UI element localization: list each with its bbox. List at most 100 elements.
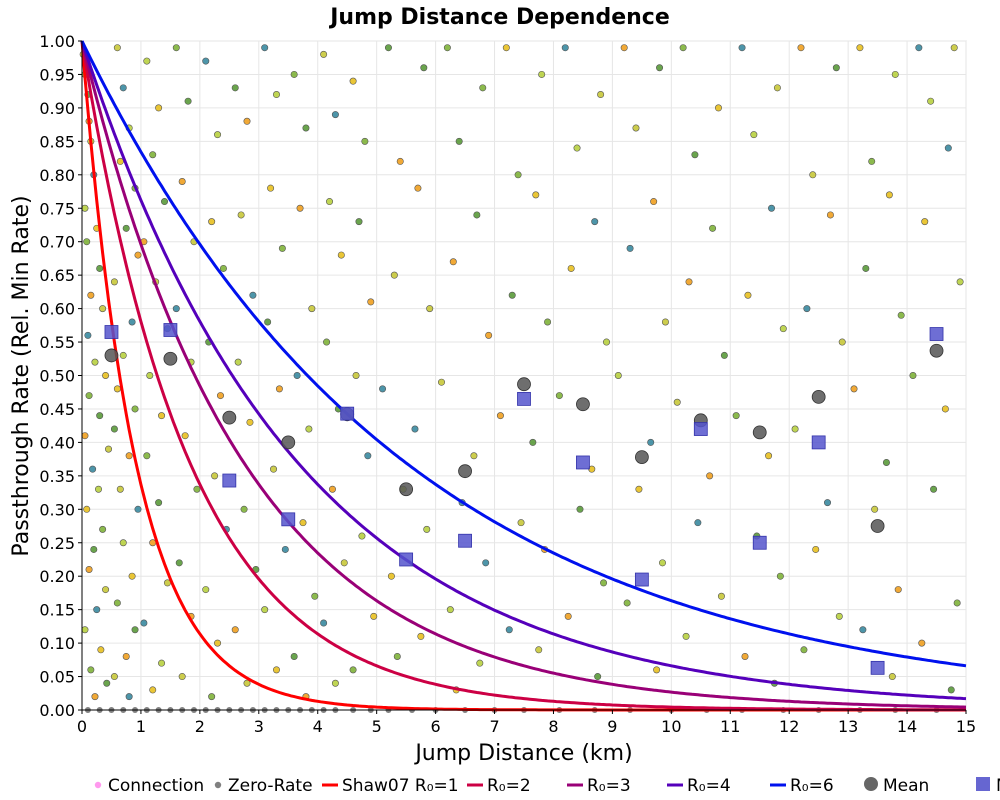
x-tick-label: 15 — [956, 717, 976, 736]
connection-point — [390, 271, 398, 279]
connection-point — [535, 646, 543, 654]
connection-point — [812, 545, 820, 553]
connection-point — [953, 599, 961, 607]
connection-point — [529, 438, 537, 446]
connection-point — [122, 224, 130, 232]
x-tick-label: 13 — [838, 717, 858, 736]
legend-label: Connection — [108, 776, 204, 796]
connection-point — [367, 298, 375, 306]
mean-marker — [870, 519, 885, 533]
connection-point — [134, 505, 142, 513]
y-tick-label: 0.55 — [39, 333, 75, 352]
connection-point — [776, 572, 784, 580]
connection-point — [944, 144, 952, 152]
connection-point — [143, 452, 151, 460]
connection-point — [140, 619, 148, 627]
connection-point — [146, 371, 154, 379]
curve-line — [80, 40, 967, 701]
connection-point — [426, 305, 434, 313]
legend-swatch — [94, 781, 102, 789]
median-marker — [811, 435, 826, 450]
connection-point — [437, 378, 445, 386]
connection-point — [208, 693, 216, 701]
connection-point — [673, 398, 681, 406]
connection-point — [243, 679, 251, 687]
connection-point — [709, 224, 717, 232]
mean-marker — [163, 351, 178, 366]
connection-point — [626, 244, 634, 252]
connection-point — [514, 171, 522, 179]
connection-point — [744, 291, 752, 299]
median-marker — [222, 473, 237, 488]
y-tick-label: 0.15 — [39, 601, 75, 620]
connection-point — [293, 371, 301, 379]
connection-point — [328, 485, 336, 493]
connection-point — [172, 44, 180, 52]
connection-point — [594, 673, 602, 681]
connection-point — [768, 204, 776, 212]
connection-point — [803, 305, 811, 313]
connection-point — [741, 652, 749, 660]
connection-point — [685, 278, 693, 286]
y-tick-label: 0.45 — [39, 400, 75, 419]
connection-point — [476, 659, 484, 667]
median-marker — [634, 572, 649, 587]
connection-point — [116, 157, 124, 165]
connection-point — [679, 44, 687, 52]
connection-point — [89, 465, 97, 473]
connection-point — [859, 626, 867, 634]
connection-point — [797, 44, 805, 52]
connection-point — [738, 44, 746, 52]
connection-point — [231, 626, 239, 634]
connection-point — [234, 358, 242, 366]
connection-point — [947, 686, 955, 694]
connection-point — [773, 84, 781, 92]
connection-point — [290, 652, 298, 660]
connection-point — [600, 579, 608, 587]
legend-swatch — [214, 781, 222, 789]
connection-point — [720, 351, 728, 359]
median-marker — [870, 660, 885, 675]
connection-point — [290, 70, 298, 78]
connection-point — [544, 318, 552, 326]
connection-point — [446, 606, 454, 614]
connection-point — [352, 371, 360, 379]
connection-point — [128, 572, 136, 580]
y-tick-label: 0.90 — [39, 99, 75, 118]
connection-point — [110, 425, 118, 433]
connection-point — [81, 204, 89, 212]
legend-label: Zero-Rate — [228, 776, 313, 796]
connection-point — [417, 632, 425, 640]
median-marker — [693, 422, 708, 436]
x-tick-label: 8 — [548, 717, 558, 736]
connection-point — [90, 545, 98, 553]
connection-point — [809, 171, 817, 179]
connection-point — [927, 97, 935, 105]
connection-point — [216, 392, 224, 400]
connection-point — [102, 371, 110, 379]
curve-line — [80, 40, 966, 712]
connection-point — [358, 532, 366, 540]
connection-point — [161, 198, 169, 206]
connection-point — [496, 412, 504, 420]
x-axis-ticks: 0 1 2 3 4 5 6 7 8 9 10 11 12 13 14 15 — [77, 710, 976, 736]
connection-point — [93, 606, 101, 614]
connection-point — [897, 311, 905, 319]
connection-point — [149, 151, 157, 159]
connection-point — [694, 519, 702, 527]
connection-point — [826, 211, 834, 219]
mean-marker — [576, 397, 590, 412]
connection-point — [555, 392, 563, 400]
connection-point — [113, 385, 121, 393]
connection-point — [393, 652, 401, 660]
median-marker — [752, 535, 767, 550]
connection-point — [538, 70, 546, 78]
connection-point — [83, 505, 91, 513]
connection-point — [81, 432, 89, 440]
connection-point — [125, 452, 133, 460]
connection-point — [650, 198, 658, 206]
connection-point — [95, 485, 103, 493]
mean-marker — [104, 348, 119, 363]
median-marker — [340, 406, 355, 421]
y-tick-label: 0.30 — [39, 500, 75, 519]
